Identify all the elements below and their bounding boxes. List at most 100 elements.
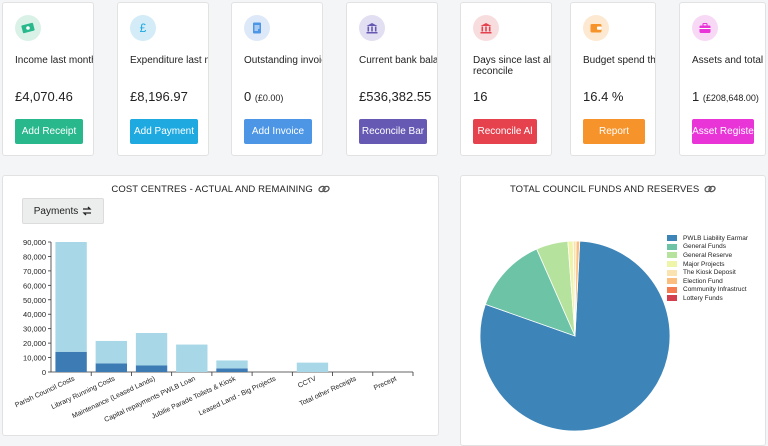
stat-card-button[interactable]: Reconcile Bar [359, 119, 427, 144]
x-tick-label: CCTV [297, 375, 318, 390]
swap-icon [82, 206, 92, 216]
stat-card: Days since last all bank reconcile 16 Reco… [460, 2, 552, 156]
y-tick-label: 30,000 [23, 325, 46, 334]
bank-icon [359, 15, 385, 41]
stat-card-value-main: 1 [692, 89, 700, 104]
stat-card-value: 16 [473, 89, 487, 104]
stat-card-button[interactable]: Add Invoice [244, 119, 312, 144]
svg-text:£: £ [140, 21, 147, 35]
stat-card-button[interactable]: Reconcile Al [473, 119, 537, 144]
bar-remaining [95, 340, 128, 364]
stat-card-value-main: 0 [244, 89, 252, 104]
stat-card-value: 1 (£208,648.00) [692, 89, 759, 104]
cost-centres-bar-chart: 0 10,000 20,000 30,000 40,000 50,000 60,000 70,… [14, 238, 414, 424]
stat-card: Assets and total value 1 (£208,648.00) Ass… [679, 2, 766, 156]
stat-card-value: £4,070.46 [15, 89, 73, 104]
stat-card-button[interactable]: Add Receipt [15, 119, 83, 144]
funds-legend: PWLB Liability Earmar General Funds Genera… [667, 234, 748, 303]
payments-toggle-button[interactable]: Payments [22, 198, 104, 224]
stat-card-value: £8,196.97 [130, 89, 188, 104]
legend-item: Election Fund [667, 277, 748, 286]
stat-card-value-main: 16.4 % [583, 89, 624, 104]
stat-card-label: Assets and total value [692, 55, 765, 66]
legend-swatch [667, 278, 677, 285]
cost-centres-title-text: COST CENTRES - ACTUAL AND REMAINING [111, 184, 313, 195]
legend-item: Community Infrastruct [667, 286, 748, 295]
stat-card-label: Outstanding invoices [244, 55, 322, 66]
y-tick-label: 60,000 [23, 281, 46, 290]
stat-card-label: Days since last all bank reconcile [473, 55, 551, 77]
pound-icon: £ [130, 15, 156, 41]
pie-slice [574, 240, 581, 337]
link-icon[interactable] [704, 184, 716, 194]
pie-slice [484, 248, 576, 337]
bar-remaining [135, 333, 168, 366]
stat-card: £ Expenditure last month £8,196.97 Add Paym… [117, 2, 209, 156]
legend-label: General Reserve [683, 251, 733, 259]
stat-card-label: Budget spend this year [583, 55, 656, 66]
stat-card-value: 0 (£0.00) [244, 89, 283, 104]
stat-card-button[interactable]: Report [583, 119, 645, 144]
y-tick-label: 50,000 [23, 296, 46, 305]
legend-label: Community Infrastruct [683, 286, 747, 294]
stat-card-label: Income last month [15, 55, 94, 66]
funds-title-text: TOTAL COUNCIL FUNDS AND RESERVES [509, 184, 700, 195]
bank-alert-icon [473, 15, 499, 41]
legend-swatch [667, 286, 677, 293]
bar-remaining [216, 360, 248, 369]
stat-card-button[interactable]: Add Payment [130, 119, 198, 144]
stat-card-button[interactable]: Asset Registe [692, 119, 754, 144]
y-tick-label: 80,000 [23, 252, 46, 261]
legend-item: Lottery Funds [667, 294, 748, 303]
funds-pie-chart [479, 240, 671, 432]
y-tick-label: 20,000 [23, 339, 46, 348]
payments-toggle-label: Payments [33, 205, 79, 217]
bar-remaining [176, 344, 208, 372]
legend-swatch [667, 269, 677, 276]
stat-card-value-main: £536,382.55 [359, 89, 432, 104]
legend-swatch [667, 252, 677, 259]
stat-card-value-detail: (£208,648.00) [702, 93, 759, 103]
bar-actual [55, 351, 87, 372]
legend-item: Major Projects [667, 260, 748, 269]
legend-swatch [667, 295, 677, 302]
cost-centres-title: COST CENTRES - ACTUAL AND REMAINING [3, 184, 438, 195]
stat-card-value-main: 16 [473, 89, 488, 104]
legend-swatch [667, 235, 677, 242]
funds-panel: TOTAL COUNCIL FUNDS AND RESERVES PWLB Li… [460, 175, 766, 446]
stat-card: Outstanding invoices 0 (£0.00) Add Invoice [231, 2, 323, 156]
stat-card-value: 16.4 % [583, 89, 623, 104]
y-tick-label: 70,000 [23, 267, 46, 276]
wallet-icon [583, 15, 609, 41]
stat-card: Budget spend this year 16.4 % Report [570, 2, 656, 156]
bar-remaining [55, 242, 87, 352]
stat-card-value-main: £4,070.46 [15, 89, 73, 104]
stat-card: Income last month £4,070.46 Add Receipt [2, 2, 94, 156]
x-tick-label: Precept [373, 375, 398, 392]
x-tick-label: Leased Land - Big Projects [198, 375, 278, 417]
stat-card-value-detail: (£0.00) [254, 93, 284, 103]
document-icon [244, 15, 270, 41]
y-tick-label: 40,000 [23, 310, 46, 319]
money-icon [15, 15, 41, 41]
legend-swatch [667, 243, 677, 250]
bar-actual [135, 365, 168, 372]
stat-card-value-main: £8,196.97 [130, 89, 188, 104]
legend-item: General Funds [667, 243, 748, 252]
bar-remaining [296, 362, 329, 372]
legend-item: The Kiosk Deposit [667, 268, 748, 277]
briefcase-icon [692, 15, 718, 41]
funds-title: TOTAL COUNCIL FUNDS AND RESERVES [461, 184, 765, 195]
legend-label: PWLB Liability Earmar [683, 234, 749, 242]
link-icon[interactable] [317, 184, 330, 194]
legend-label: Lottery Funds [683, 294, 723, 302]
legend-item: PWLB Liability Earmar [667, 234, 748, 243]
y-tick-label: 90,000 [23, 238, 46, 247]
stat-card-label: Current bank balance [359, 55, 438, 66]
legend-item: General Reserve [667, 251, 748, 260]
bar-actual [216, 368, 248, 372]
legend-label: General Funds [683, 243, 726, 251]
stat-card-label: Expenditure last month [130, 55, 208, 66]
bar-actual [95, 363, 128, 372]
legend-swatch [667, 261, 677, 268]
